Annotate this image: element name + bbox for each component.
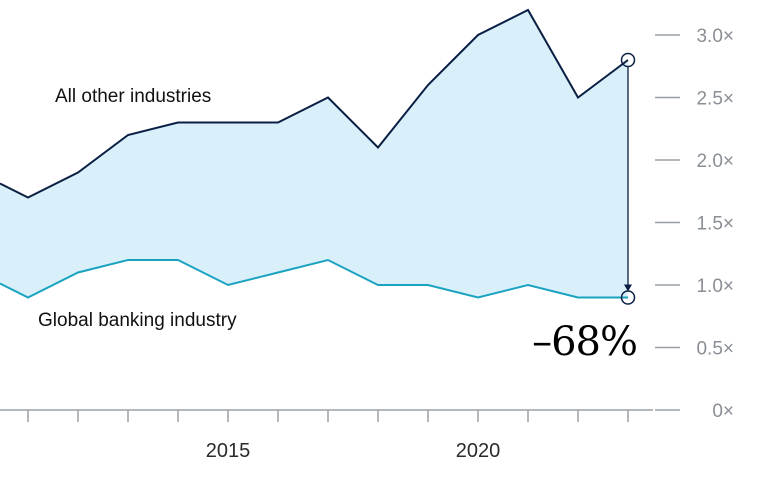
series-label-all-other-industries: All other industries: [55, 86, 211, 107]
y-tick-label-2: 2.0×: [696, 151, 734, 172]
y-tick-label-1: 1.0×: [696, 276, 734, 297]
area-layer: [0, 10, 628, 298]
y-tick-label-3: 3.0×: [696, 26, 734, 47]
x-tick-label-2015: 2015: [206, 440, 251, 462]
series-line-global-banking: [0, 258, 628, 299]
annotation-marker-bottom: [620, 290, 636, 305]
y-tick-label-0.5: 0.5×: [696, 339, 734, 360]
axis-layer: 2015 2020 0× 0.5× 1.0× 1.5× 2.0× 2.5× 3.0×: [0, 26, 734, 462]
annotation-marker-top: [620, 52, 636, 68]
annotation-layer: –68%: [532, 52, 638, 365]
y-tick-label-1.5: 1.5×: [696, 214, 734, 235]
y-tick-label-0: 0×: [712, 401, 734, 422]
line-layer: All other industries Global banking indus…: [0, 8, 629, 331]
series-line-all-other-industries: [0, 8, 629, 199]
y-tick-label-2.5: 2.5×: [696, 89, 734, 110]
series-label-global-banking: Global banking industry: [38, 310, 237, 331]
annotation-arrow-head: [624, 284, 632, 292]
x-tick-label-2020: 2020: [456, 440, 501, 462]
annotation-percent-label: –68%: [532, 319, 637, 365]
area-between-series: [0, 10, 628, 298]
